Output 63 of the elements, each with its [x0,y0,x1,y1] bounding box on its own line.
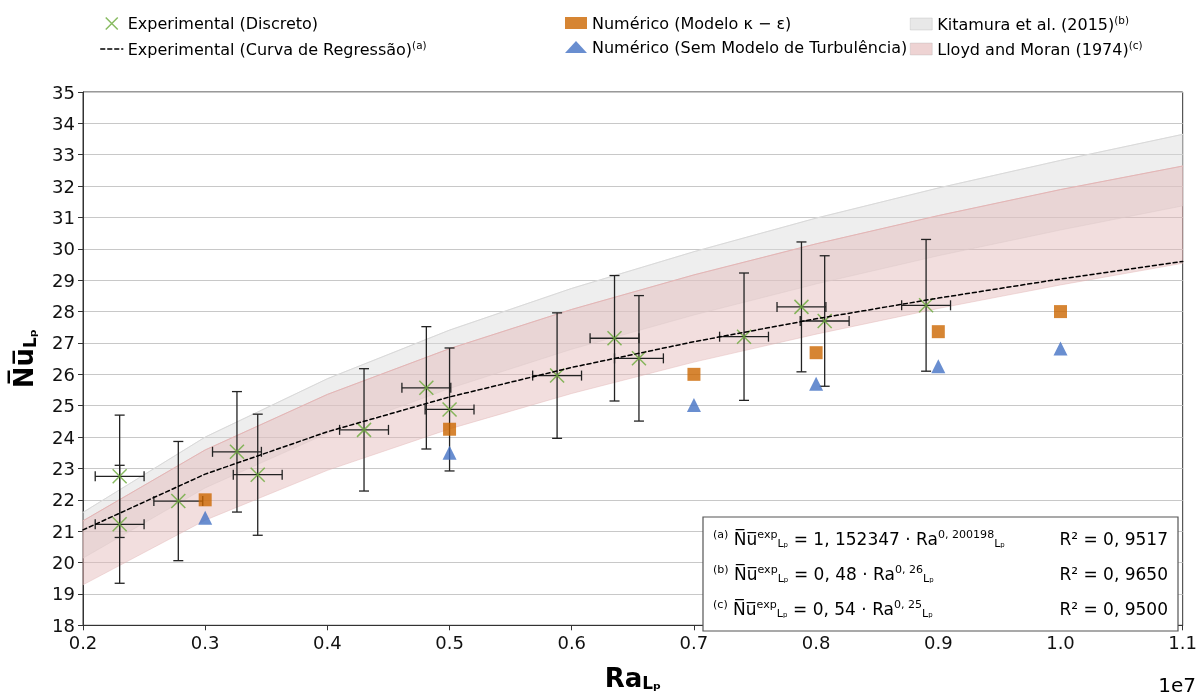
y-tick-label: 26 [52,363,75,385]
x-tick-label: 1.0 [1046,631,1075,653]
point [1053,341,1068,356]
point [631,350,647,367]
point [687,367,701,381]
y-tick-label: 24 [52,426,75,448]
line-series [82,165,1184,522]
y-tick-label: 21 [52,520,75,542]
y-tick-label: 34 [52,112,75,134]
y-tick-label: 35 [52,81,75,103]
x-tick-label: 0.7 [679,631,709,653]
line-series [82,260,1184,531]
x-tick-label: 1.1 [1168,631,1198,653]
y-axis-title: N̅u̅Lₚ [6,329,40,389]
point [198,510,213,525]
y-tick-label: 33 [52,144,75,166]
point [441,401,458,418]
text: 1e7 [1158,673,1197,697]
y-tick-label: 22 [52,489,75,511]
point [736,328,752,345]
point [418,380,435,396]
point [111,516,128,533]
point [918,297,934,314]
y-tick-label: 23 [52,457,75,479]
point [111,468,128,485]
x-tick-label: 0.4 [313,631,342,653]
legend-label: Numérico (Modelo κ − ε) [592,13,792,33]
legend-label: Numérico (Sem Modelo de Turbulência) [592,37,908,57]
point [198,493,212,507]
point [931,325,945,339]
point [249,466,266,483]
point [931,359,946,374]
point [793,299,810,315]
y-tick-label: 31 [52,206,75,228]
x-tick-label: 0.5 [435,631,464,653]
x-tick-label: 0.9 [923,631,953,653]
point [816,313,833,329]
point [443,422,457,436]
point [1054,305,1067,319]
y-tick-label: 25 [52,395,75,417]
y-tick-label: 20 [52,552,75,574]
x-tick-label: 0.3 [190,631,220,653]
point [356,422,372,438]
point [442,445,457,460]
annotation: R² = 0, 9500 [1059,599,1168,619]
y-tick-label: 32 [52,175,75,197]
point [170,493,187,509]
point [809,346,823,360]
y-tick-label: 30 [52,238,75,260]
y-tick-label: 27 [52,332,75,354]
y-tick-label: 28 [52,301,75,323]
point [686,398,701,413]
annotation: R² = 0, 9650 [1059,564,1168,584]
annotation: R² = 0, 9517 [1059,529,1168,549]
x-tick-label: 0.6 [557,631,587,653]
point [229,444,245,460]
y-tick-label: 29 [52,269,75,291]
y-tick-label: 19 [52,583,75,605]
legend-label: Experimental (Discreto) [127,14,319,33]
point [549,367,565,384]
point [809,376,824,391]
x-tick-label: 0.8 [801,631,831,653]
point [606,330,623,347]
